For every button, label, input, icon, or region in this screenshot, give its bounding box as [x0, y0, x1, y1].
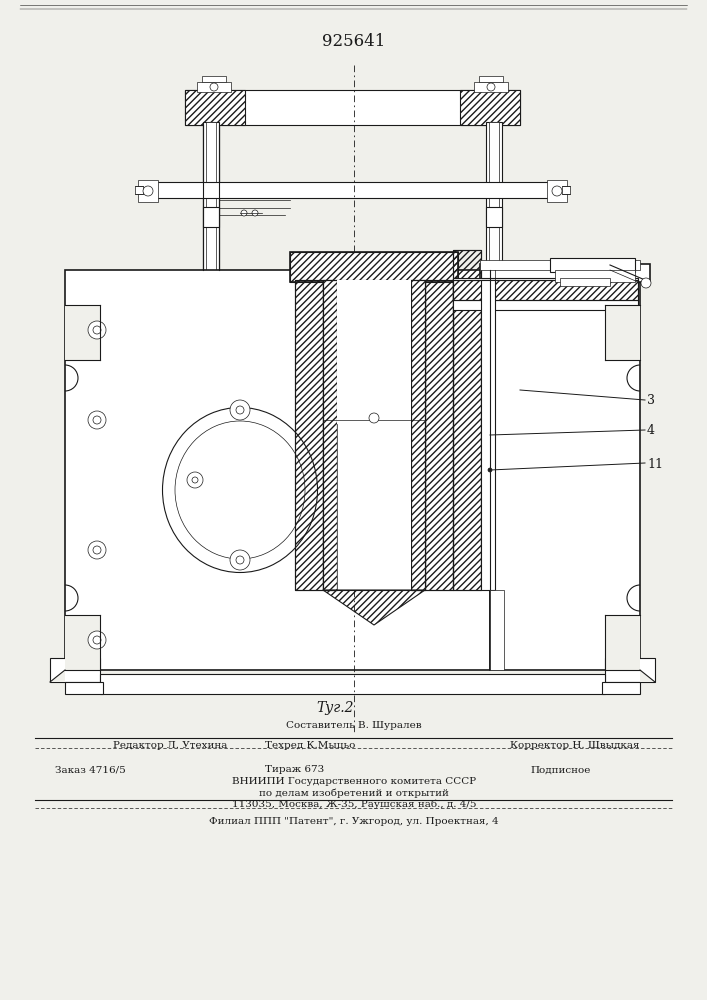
Bar — [425, 280, 453, 590]
Bar — [479, 76, 503, 82]
Bar — [480, 260, 640, 270]
Text: Корректор Н. Швыдкая: Корректор Н. Швыдкая — [510, 740, 640, 750]
Text: Составитель В. Шуралев: Составитель В. Шуралев — [286, 720, 422, 730]
Circle shape — [88, 631, 106, 649]
Bar — [486, 207, 502, 227]
Polygon shape — [640, 670, 655, 682]
Bar — [481, 280, 495, 590]
Bar — [555, 270, 635, 282]
Text: 4: 4 — [647, 424, 655, 436]
Text: 925641: 925641 — [322, 33, 386, 50]
Bar — [323, 280, 337, 590]
Bar — [202, 76, 226, 82]
Bar — [480, 264, 650, 282]
Text: 11: 11 — [647, 458, 663, 472]
Bar — [290, 252, 458, 282]
Circle shape — [487, 83, 495, 91]
Bar — [453, 280, 638, 300]
Bar — [411, 280, 425, 590]
Bar — [605, 305, 640, 360]
Bar — [206, 122, 216, 270]
Bar — [65, 682, 103, 694]
Bar — [453, 280, 638, 300]
Bar — [155, 182, 550, 198]
Text: 113035, Москва, Ж-35, Раушская наб., д. 4/5: 113035, Москва, Ж-35, Раушская наб., д. … — [232, 799, 477, 809]
Bar — [453, 250, 481, 590]
Circle shape — [210, 83, 218, 91]
Circle shape — [641, 278, 651, 288]
Bar — [489, 122, 499, 270]
Bar — [65, 270, 490, 670]
Bar — [203, 207, 219, 227]
Bar — [185, 90, 520, 125]
Bar — [50, 658, 100, 682]
Circle shape — [187, 472, 203, 488]
Circle shape — [93, 326, 101, 334]
Bar — [295, 280, 323, 590]
Bar — [138, 180, 158, 202]
Bar — [411, 280, 425, 590]
Text: Подписное: Подписное — [530, 766, 590, 774]
Circle shape — [236, 556, 244, 564]
Circle shape — [236, 406, 244, 414]
Bar — [337, 280, 411, 590]
Bar — [135, 186, 143, 194]
Bar — [185, 90, 245, 125]
Bar — [602, 682, 640, 694]
Bar — [65, 615, 100, 670]
Bar — [490, 590, 504, 670]
Bar — [547, 180, 567, 202]
Bar — [562, 186, 570, 194]
Text: Τуг.2: Τуг.2 — [316, 701, 354, 715]
Circle shape — [88, 321, 106, 339]
Text: по делам изобретений и открытий: по делам изобретений и открытий — [259, 788, 449, 798]
Bar — [460, 90, 520, 125]
Circle shape — [241, 210, 247, 216]
Text: Техред К.Мыцьо: Техред К.Мыцьо — [265, 740, 356, 750]
Bar — [295, 280, 323, 590]
Bar — [197, 82, 231, 92]
Bar — [290, 252, 458, 282]
Bar — [474, 82, 508, 92]
Text: Тираж 673: Тираж 673 — [265, 766, 325, 774]
Bar — [560, 278, 610, 286]
Bar — [490, 270, 640, 670]
Circle shape — [93, 546, 101, 554]
Circle shape — [369, 413, 379, 423]
Bar — [605, 658, 655, 682]
Circle shape — [143, 186, 153, 196]
Text: ВНИИПИ Государственного комитета СССР: ВНИИПИ Государственного комитета СССР — [232, 778, 476, 786]
Circle shape — [230, 400, 250, 420]
Bar — [323, 280, 425, 590]
Text: Редактор Л. Утехина: Редактор Л. Утехина — [113, 740, 228, 750]
Bar — [453, 250, 481, 590]
Circle shape — [488, 468, 492, 472]
Text: 3: 3 — [647, 393, 655, 406]
Bar — [550, 258, 635, 272]
Bar — [65, 305, 100, 360]
Bar — [605, 615, 640, 670]
Circle shape — [88, 411, 106, 429]
Bar — [453, 278, 638, 310]
Circle shape — [88, 541, 106, 559]
Bar — [425, 280, 453, 590]
Circle shape — [93, 416, 101, 424]
Circle shape — [252, 210, 258, 216]
Bar — [203, 125, 219, 270]
Text: Филиал ППП "Патент", г. Ужгород, ул. Проектная, 4: Филиал ППП "Патент", г. Ужгород, ул. Про… — [209, 818, 499, 826]
Circle shape — [93, 636, 101, 644]
Circle shape — [552, 186, 562, 196]
Circle shape — [230, 550, 250, 570]
Text: Заказ 4716/5: Заказ 4716/5 — [55, 766, 126, 774]
Bar — [100, 674, 605, 694]
Bar — [486, 122, 502, 270]
Bar — [203, 122, 219, 270]
Bar — [323, 280, 337, 590]
Circle shape — [192, 477, 198, 483]
Polygon shape — [50, 670, 65, 682]
